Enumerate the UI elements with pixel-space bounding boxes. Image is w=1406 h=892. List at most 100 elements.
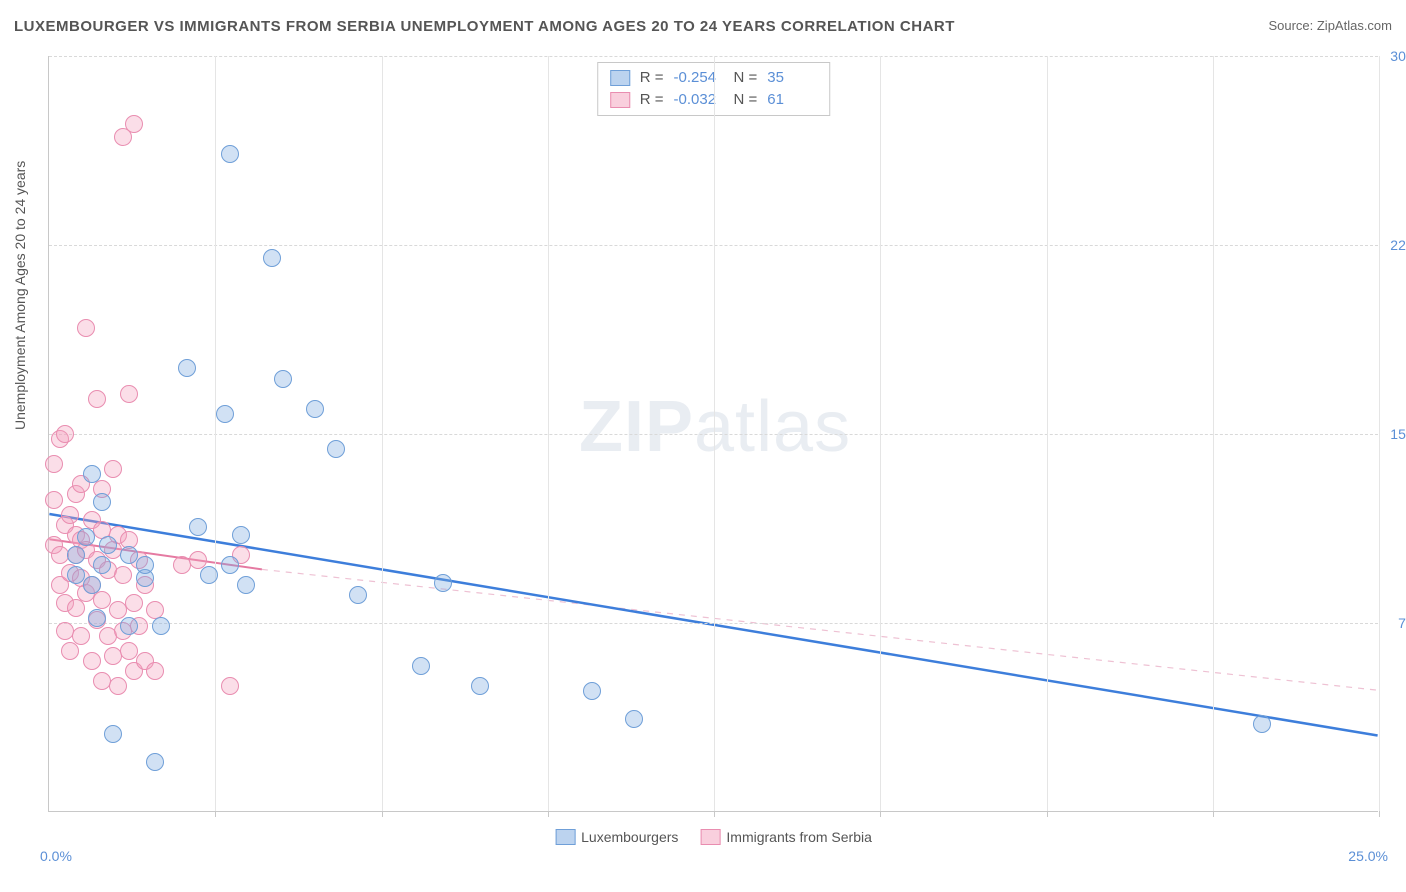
- data-point-serbia: [120, 385, 138, 403]
- data-point-luxembourgers: [221, 145, 239, 163]
- source-prefix: Source:: [1268, 18, 1316, 33]
- source-name: ZipAtlas.com: [1317, 18, 1392, 33]
- data-point-serbia: [83, 652, 101, 670]
- legend-item-blue: Luxembourgers: [555, 829, 678, 845]
- data-point-luxembourgers: [263, 249, 281, 267]
- data-point-serbia: [114, 566, 132, 584]
- y-tick-label: 7.5%: [1382, 615, 1406, 631]
- n-label: N =: [734, 67, 758, 89]
- data-point-serbia: [221, 677, 239, 695]
- data-point-serbia: [56, 425, 74, 443]
- grid-v: [1379, 56, 1380, 811]
- x-tick: [548, 811, 549, 817]
- chart-title: LUXEMBOURGER VS IMMIGRANTS FROM SERBIA U…: [14, 18, 955, 35]
- data-point-luxembourgers: [327, 440, 345, 458]
- data-point-serbia: [67, 599, 85, 617]
- x-tick: [880, 811, 881, 817]
- legend-label-blue: Luxembourgers: [581, 829, 678, 845]
- data-point-serbia: [146, 662, 164, 680]
- x-min-label: 0.0%: [40, 848, 72, 864]
- r-value-blue: -0.254: [674, 67, 724, 89]
- data-point-luxembourgers: [583, 682, 601, 700]
- data-point-serbia: [93, 591, 111, 609]
- x-tick: [1047, 811, 1048, 817]
- legend-label-pink: Immigrants from Serbia: [726, 829, 871, 845]
- r-value-pink: -0.032: [674, 89, 724, 111]
- data-point-luxembourgers: [136, 556, 154, 574]
- data-point-luxembourgers: [221, 556, 239, 574]
- data-point-luxembourgers: [93, 556, 111, 574]
- source-attribution: Source: ZipAtlas.com: [1268, 18, 1392, 33]
- n-label: N =: [734, 89, 758, 111]
- data-point-luxembourgers: [77, 528, 95, 546]
- n-value-pink: 61: [767, 89, 817, 111]
- data-point-serbia: [125, 115, 143, 133]
- data-point-luxembourgers: [120, 617, 138, 635]
- regression-line: [262, 569, 1378, 690]
- data-point-luxembourgers: [216, 405, 234, 423]
- swatch-blue: [555, 829, 575, 845]
- data-point-luxembourgers: [120, 546, 138, 564]
- data-point-luxembourgers: [104, 725, 122, 743]
- data-point-serbia: [72, 627, 90, 645]
- y-axis-title: Unemployment Among Ages 20 to 24 years: [12, 161, 28, 430]
- x-tick: [1379, 811, 1380, 817]
- data-point-luxembourgers: [349, 586, 367, 604]
- legend-item-pink: Immigrants from Serbia: [700, 829, 871, 845]
- data-point-serbia: [77, 319, 95, 337]
- data-point-luxembourgers: [67, 546, 85, 564]
- data-point-serbia: [61, 506, 79, 524]
- grid-v: [548, 56, 549, 811]
- data-point-luxembourgers: [83, 465, 101, 483]
- data-point-luxembourgers: [88, 609, 106, 627]
- swatch-pink: [700, 829, 720, 845]
- r-label: R =: [640, 67, 664, 89]
- grid-v: [1213, 56, 1214, 811]
- data-point-luxembourgers: [237, 576, 255, 594]
- series-legend: Luxembourgers Immigrants from Serbia: [555, 829, 872, 845]
- x-max-label: 25.0%: [1348, 848, 1388, 864]
- grid-v: [714, 56, 715, 811]
- data-point-luxembourgers: [189, 518, 207, 536]
- y-tick-label: 15.0%: [1382, 426, 1406, 442]
- x-tick: [382, 811, 383, 817]
- x-tick: [714, 811, 715, 817]
- data-point-luxembourgers: [412, 657, 430, 675]
- data-point-serbia: [61, 642, 79, 660]
- data-point-luxembourgers: [274, 370, 292, 388]
- data-point-luxembourgers: [67, 566, 85, 584]
- data-point-luxembourgers: [434, 574, 452, 592]
- swatch-pink: [610, 92, 630, 108]
- data-point-luxembourgers: [625, 710, 643, 728]
- data-point-luxembourgers: [146, 753, 164, 771]
- data-point-serbia: [125, 594, 143, 612]
- data-point-luxembourgers: [178, 359, 196, 377]
- x-tick: [215, 811, 216, 817]
- data-point-serbia: [45, 455, 63, 473]
- y-tick-label: 30.0%: [1382, 48, 1406, 64]
- data-point-luxembourgers: [306, 400, 324, 418]
- grid-v: [880, 56, 881, 811]
- r-label: R =: [640, 89, 664, 111]
- n-value-blue: 35: [767, 67, 817, 89]
- x-tick: [1213, 811, 1214, 817]
- data-point-luxembourgers: [152, 617, 170, 635]
- data-point-serbia: [45, 491, 63, 509]
- grid-v: [1047, 56, 1048, 811]
- data-point-serbia: [109, 677, 127, 695]
- grid-v: [215, 56, 216, 811]
- data-point-luxembourgers: [232, 526, 250, 544]
- data-point-serbia: [120, 642, 138, 660]
- data-point-luxembourgers: [83, 576, 101, 594]
- data-point-luxembourgers: [200, 566, 218, 584]
- data-point-luxembourgers: [471, 677, 489, 695]
- swatch-blue: [610, 70, 630, 86]
- data-point-luxembourgers: [99, 536, 117, 554]
- plot-area: ZIPatlas R = -0.254 N = 35 R = -0.032 N …: [48, 56, 1378, 812]
- data-point-serbia: [88, 390, 106, 408]
- data-point-luxembourgers: [1253, 715, 1271, 733]
- grid-v: [382, 56, 383, 811]
- data-point-luxembourgers: [93, 493, 111, 511]
- y-tick-label: 22.5%: [1382, 237, 1406, 253]
- data-point-serbia: [104, 460, 122, 478]
